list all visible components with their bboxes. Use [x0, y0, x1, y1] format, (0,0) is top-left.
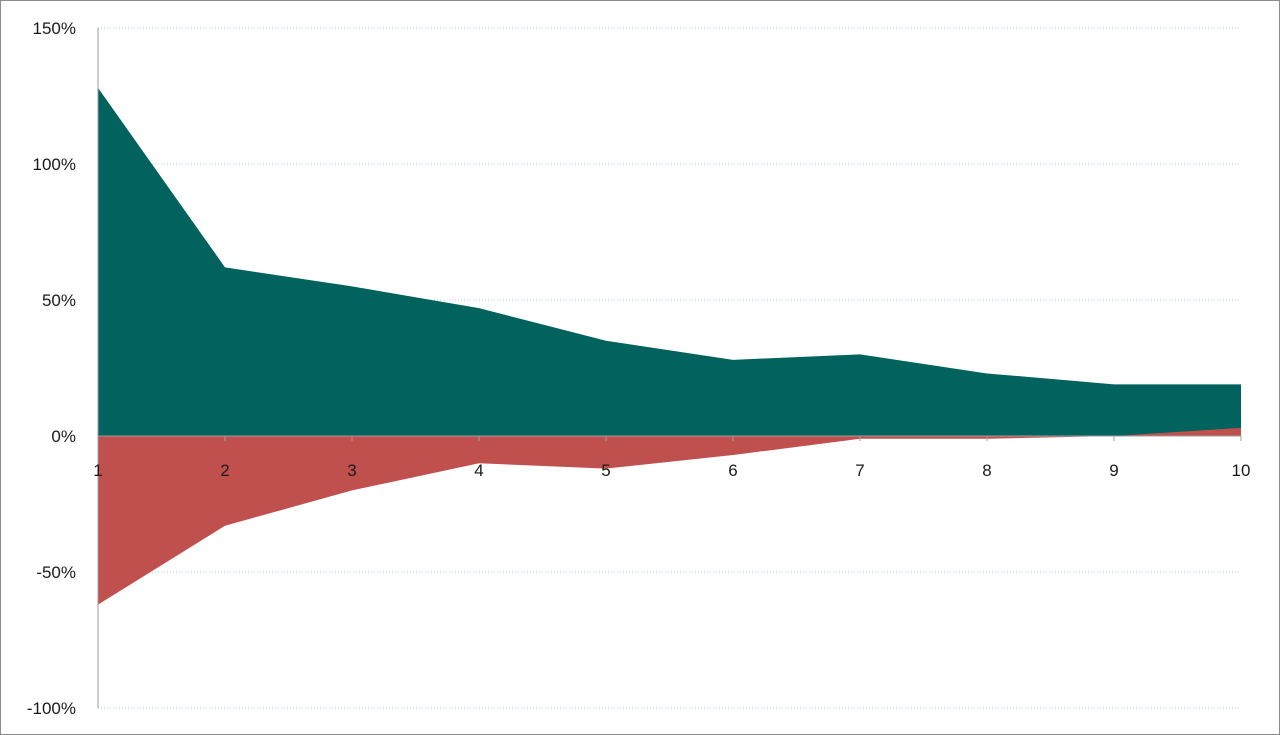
x-tick-label-1: 1 [93, 461, 102, 480]
y-tick-label-3: 0% [51, 427, 76, 446]
x-tick-label-9: 9 [1109, 461, 1118, 480]
series-area-1 [98, 87, 1241, 436]
x-tick-label-6: 6 [728, 461, 737, 480]
x-tick-label-3: 3 [347, 461, 356, 480]
x-tick-label-10: 10 [1232, 461, 1251, 480]
x-tick-label-7: 7 [855, 461, 864, 480]
y-tick-label-2: 50% [42, 291, 76, 310]
x-tick-labels: 1 2 3 4 5 6 7 8 9 10 [93, 461, 1250, 480]
y-tick-labels: 150% 100% 50% 0% -50% -100% [27, 19, 76, 718]
x-tick-label-2: 2 [220, 461, 229, 480]
y-tick-label-0: 150% [33, 19, 76, 38]
x-tick-label-5: 5 [601, 461, 610, 480]
series-area-2 [98, 427, 1241, 605]
y-tick-label-4: -50% [36, 563, 76, 582]
x-tick-label-8: 8 [982, 461, 991, 480]
series-areas [98, 87, 1241, 605]
y-tick-label-5: -100% [27, 699, 76, 718]
x-tick-label-4: 4 [474, 461, 483, 480]
y-tick-label-1: 100% [33, 155, 76, 174]
axes [97, 28, 1242, 708]
